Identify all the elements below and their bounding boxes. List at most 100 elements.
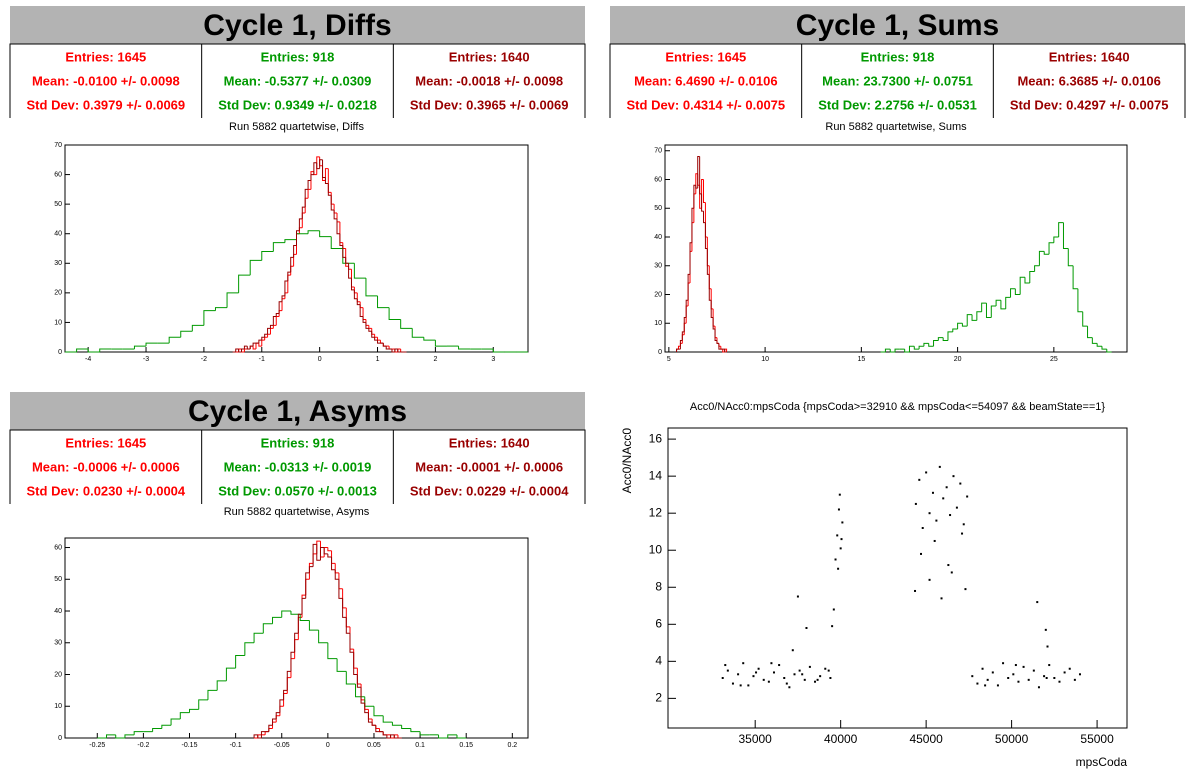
- hist-bin: [327, 547, 332, 552]
- header: Cycle 1, Diffs: [203, 9, 391, 42]
- hist-bin: [1048, 242, 1054, 255]
- hist-bin: [377, 337, 381, 341]
- hist-bin: [359, 304, 364, 318]
- hist-bin: [1010, 288, 1016, 298]
- hist-bin: [191, 324, 204, 332]
- hist-bin: [411, 328, 424, 338]
- hist-bin: [1072, 265, 1078, 290]
- point: [721, 677, 724, 679]
- hist-bin: [400, 319, 413, 329]
- hist-bin: [699, 156, 702, 195]
- hist-bin: [1058, 222, 1064, 237]
- hist-bin: [1038, 250, 1045, 266]
- point: [949, 514, 952, 517]
- hist-bin: [1019, 276, 1025, 295]
- hist-bin: [290, 651, 295, 672]
- point: [976, 682, 979, 685]
- hist-bin: [889, 349, 896, 353]
- hist-bin: [685, 299, 689, 318]
- hist-bin: [386, 734, 391, 739]
- hist-bin: [272, 316, 277, 326]
- hist-bin: [324, 168, 329, 181]
- hist-bin: [985, 303, 992, 318]
- header-box: [10, 392, 585, 430]
- hist-bin: [923, 342, 929, 347]
- hist-bin: [268, 724, 273, 732]
- point: [1022, 665, 1025, 668]
- hist-bin: [375, 725, 380, 733]
- hist-bin: [681, 331, 685, 341]
- hist-bin: [884, 348, 891, 352]
- hist-bin: [691, 207, 694, 243]
- point: [1027, 678, 1030, 681]
- hist-bin: [189, 708, 199, 713]
- hist-bin: [976, 311, 982, 321]
- hist-bin: [310, 174, 314, 181]
- y-tick-label: 10: [54, 319, 62, 326]
- hist-bin: [207, 689, 218, 700]
- hist-bin: [238, 274, 251, 293]
- point: [1002, 662, 1005, 665]
- hist-bin: [966, 314, 973, 327]
- y-axis-label: Acc0/NAcc0: [620, 428, 634, 494]
- hist-bin: [342, 248, 355, 264]
- point: [914, 589, 917, 592]
- point: [726, 669, 729, 672]
- point: [831, 625, 834, 628]
- hist-bin: [342, 245, 346, 258]
- plot-title: Run 5882 quartetwise, Asyms: [224, 506, 370, 518]
- hist-bin: [373, 706, 384, 717]
- hist-bin: [272, 721, 277, 729]
- header: Cycle 1, Sums: [796, 9, 999, 42]
- hist-bin: [718, 343, 721, 350]
- point: [742, 662, 745, 665]
- stats-line: Entries: 1645: [65, 49, 146, 64]
- hist-bin: [272, 242, 285, 252]
- point: [785, 682, 788, 685]
- hist-bin: [241, 348, 245, 352]
- hist-bin: [377, 340, 381, 344]
- point: [945, 486, 948, 489]
- hist-bin: [296, 230, 300, 246]
- point: [788, 686, 791, 689]
- y-tick-label: 50: [54, 576, 62, 583]
- hist-bin: [133, 731, 144, 735]
- stats-line: Std Dev: 0.3965 +/- 0.0069: [410, 97, 569, 112]
- hist-bin: [279, 699, 284, 713]
- hist-bin: [275, 316, 280, 326]
- stats-line: Std Dev: 2.2756 +/- 0.0531: [818, 97, 977, 112]
- x-tick-label: 0.2: [507, 742, 517, 749]
- hist-bin: [308, 620, 319, 631]
- stats-line: Std Dev: 0.0570 +/- 0.0013: [218, 483, 377, 498]
- hist-bin: [388, 307, 401, 320]
- plot-title: Acc0/NAcc0:mpsCoda {mpsCoda>=32910 && mp…: [690, 401, 1106, 413]
- hist-bin: [272, 324, 277, 329]
- point: [1036, 601, 1039, 604]
- hist-bin: [374, 337, 378, 341]
- hist-bin: [434, 340, 447, 347]
- plot-frame: [667, 427, 1128, 729]
- hist-bin: [364, 696, 374, 707]
- hist-bin: [990, 305, 997, 318]
- x-tick-label: -0.15: [182, 742, 198, 749]
- point: [762, 678, 765, 681]
- hist-bin: [394, 348, 398, 352]
- y-tick-label: 50: [54, 201, 62, 208]
- hist-bin: [286, 677, 291, 694]
- plot-title: Run 5882 quartetwise, Diffs: [229, 121, 364, 133]
- hist-bin: [1096, 343, 1102, 347]
- hist-bin: [353, 652, 358, 676]
- hist-bin: [225, 667, 236, 681]
- hist-bin: [316, 544, 321, 561]
- hist-bin: [305, 572, 310, 599]
- hist-bin: [249, 345, 254, 350]
- hist-bin: [397, 349, 401, 353]
- y-tick-label: 70: [654, 148, 662, 155]
- hist-bin: [308, 566, 314, 573]
- hist-bin: [76, 348, 89, 352]
- hist-bin: [264, 336, 268, 341]
- hist-bin: [908, 345, 915, 352]
- hist-bin: [297, 613, 303, 634]
- hist-bin: [1029, 271, 1035, 283]
- point: [814, 680, 817, 683]
